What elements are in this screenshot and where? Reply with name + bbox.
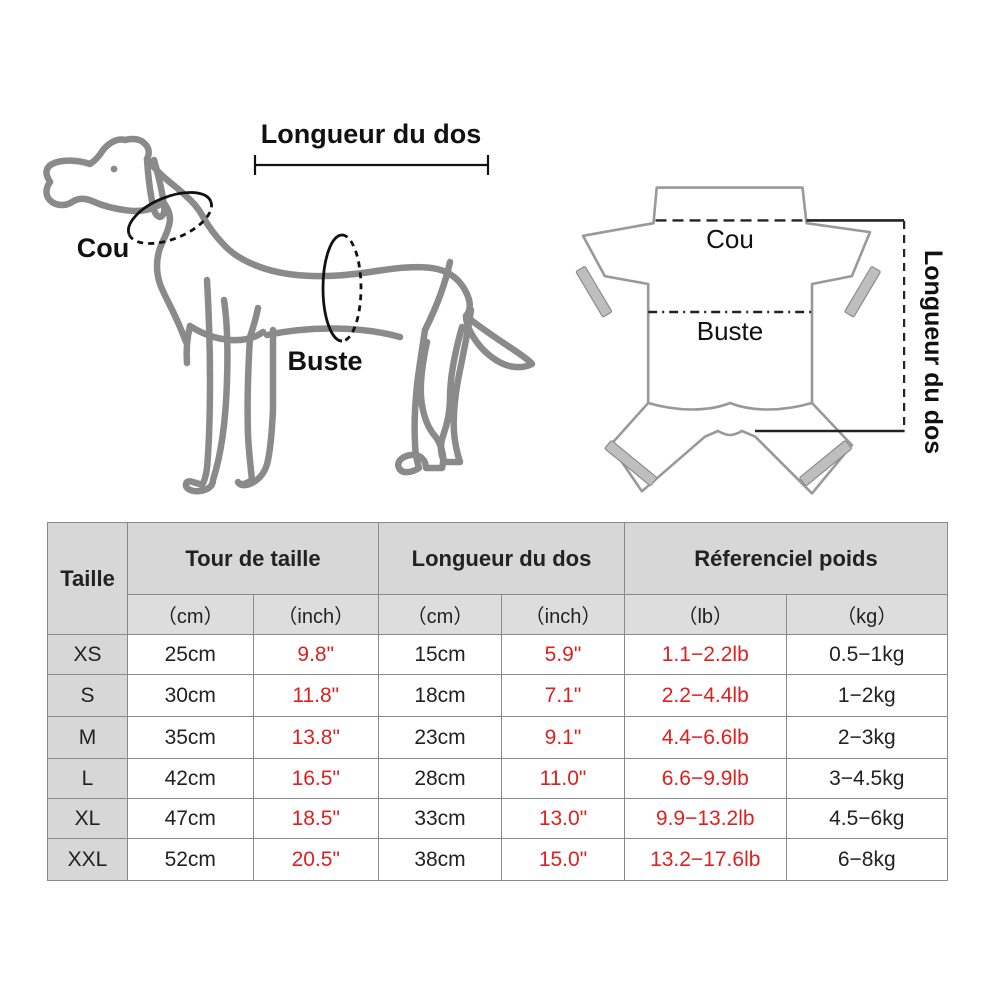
svg-text:Cou: Cou: [77, 233, 129, 263]
svg-text:Longueur du dos: Longueur du dos: [919, 250, 947, 454]
svg-text:Buste: Buste: [697, 316, 764, 346]
svg-text:Cou: Cou: [706, 224, 754, 254]
svg-text:Longueur du dos: Longueur du dos: [261, 119, 481, 149]
svg-text:Buste: Buste: [287, 346, 362, 376]
